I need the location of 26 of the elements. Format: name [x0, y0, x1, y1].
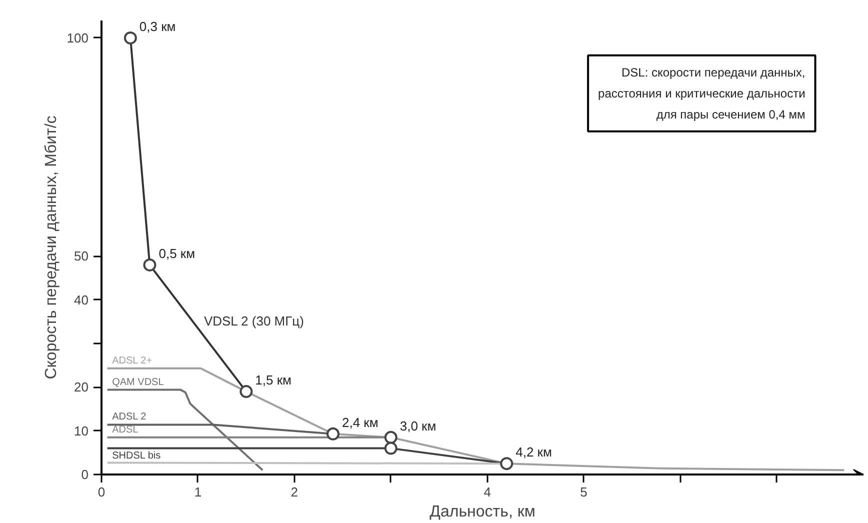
- series-label: ADSL: [112, 424, 139, 436]
- y-tick-label: 40: [74, 292, 89, 308]
- x-tick-label: 2: [290, 484, 298, 500]
- y-tick-label: 20: [74, 380, 89, 395]
- y-tick-label: 0: [81, 467, 89, 482]
- y-tick-label: 10: [74, 423, 89, 438]
- y-tick-label: 100: [66, 30, 89, 46]
- annotation: 3,0 км: [400, 418, 436, 434]
- annotation: 0,3 км: [139, 18, 176, 34]
- series-label: QAM VDSL: [112, 376, 164, 388]
- x-tick-label: 1: [194, 484, 202, 500]
- annotation: 4,2 км: [516, 444, 552, 460]
- annotation: 1,5 км: [255, 372, 292, 388]
- x-tick-label: 4: [484, 484, 491, 500]
- series-label: SHDSL bis: [112, 450, 161, 462]
- series-label: ADSL 2+: [112, 355, 152, 366]
- series-label: VDSL 2 (30 МГц): [204, 313, 304, 328]
- y-tick-label: 50: [74, 248, 89, 264]
- annotation: DSL: скорости передачи данных, расстояния и критические дальности для пары сечением 0,4 мм: [598, 65, 806, 122]
- x-tick-label: 5: [580, 484, 588, 500]
- series-label: ADSL 2: [112, 412, 147, 423]
- x-axis-title: Дальность, км: [430, 504, 536, 520]
- annotation: 0,5 км: [158, 246, 196, 261]
- annotation: 2,4 км: [342, 414, 378, 430]
- y-axis-title: Скорость передачи данных, Мбит/с: [42, 116, 60, 380]
- x-tick-label: 0: [98, 484, 106, 500]
